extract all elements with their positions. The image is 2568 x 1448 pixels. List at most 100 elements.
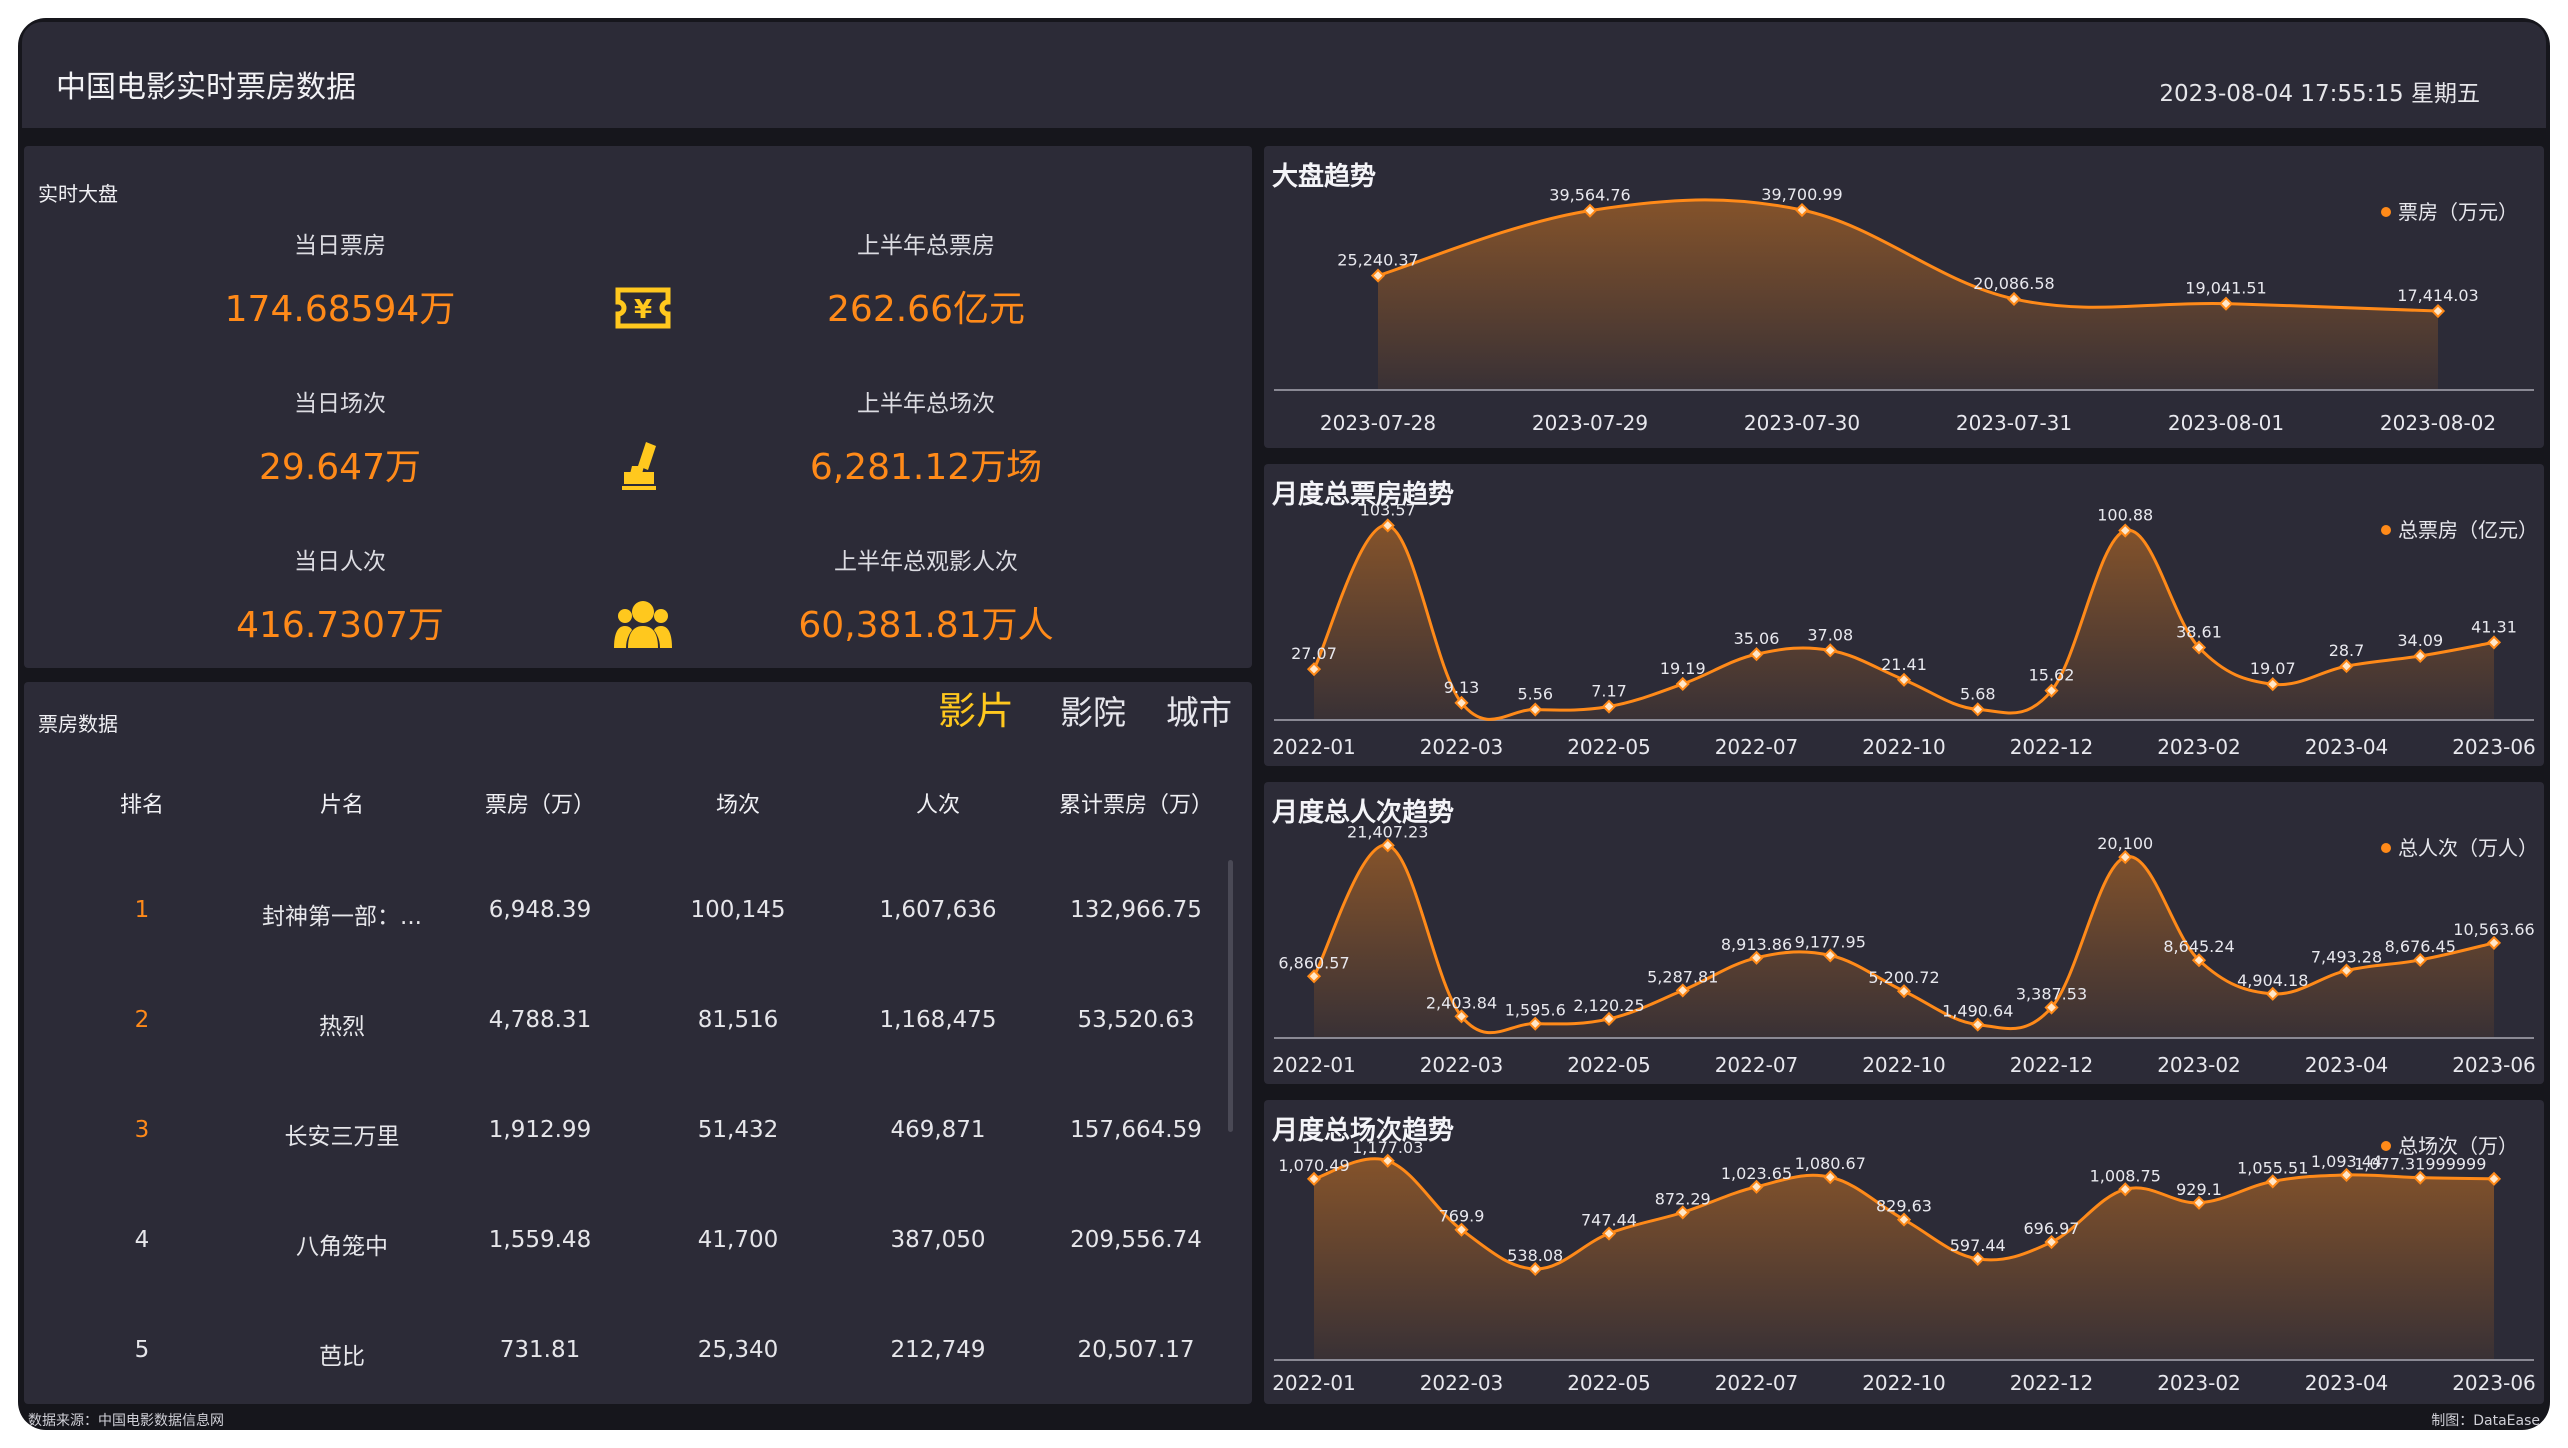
data-point[interactable] [1749, 950, 1764, 965]
kpi-label-daily-audience: 当日人次 [294, 549, 386, 575]
data-point[interactable] [1823, 948, 1838, 963]
data-point[interactable] [2430, 303, 2446, 319]
data-point[interactable] [2118, 523, 2133, 538]
data-label: 38.61 [2176, 622, 2222, 641]
data-point[interactable] [2191, 640, 2207, 655]
data-point[interactable] [1896, 984, 1912, 999]
data-point[interactable] [1823, 643, 1838, 658]
x-tick-label: 2022-01 [1272, 1371, 1356, 1395]
data-point[interactable] [1454, 1009, 1469, 1024]
data-point[interactable] [1528, 1261, 1543, 1277]
data-point[interactable] [1306, 969, 1322, 984]
data-point[interactable] [1675, 983, 1690, 998]
data-point[interactable] [2191, 953, 2207, 968]
data-label: 19.19 [1660, 659, 1706, 678]
data-point[interactable] [2413, 952, 2428, 967]
panel-title: 实时大盘 [38, 182, 118, 206]
data-point[interactable] [1601, 699, 1617, 714]
data-point[interactable] [1306, 662, 1322, 677]
data-point[interactable] [1454, 695, 1469, 710]
data-point[interactable] [1970, 1251, 1985, 1266]
data-point[interactable] [2006, 291, 2022, 307]
cell-cumulative: 132,966.75 [1070, 897, 1202, 923]
column-header-audience[interactable]: 人次 [915, 793, 960, 818]
data-point[interactable] [1601, 1226, 1617, 1241]
x-tick-label: 2023-04 [2305, 735, 2389, 759]
cell-title: 封神第一部：... [262, 904, 422, 930]
data-point[interactable] [1306, 1171, 1322, 1186]
column-header-boxoffice[interactable]: 票房（万） [484, 793, 595, 818]
kpi-value-daily-boxoffice: 174.68594万 [224, 289, 456, 330]
data-point[interactable] [2339, 963, 2354, 978]
x-tick-label: 2023-02 [2157, 735, 2241, 759]
data-point[interactable] [2191, 1195, 2207, 1210]
x-tick-label: 2023-02 [2157, 1053, 2241, 1077]
data-point[interactable] [2118, 1182, 2133, 1197]
column-header-cumulative[interactable]: 累计票房（万） [1058, 793, 1213, 818]
header-bar: 中国电影实时票房数据 2023-08-04 17:55:15 星期五 [22, 22, 2546, 128]
data-point[interactable] [2265, 1174, 2280, 1189]
column-header-shows[interactable]: 场次 [715, 793, 760, 818]
x-tick-label: 2022-05 [1567, 1053, 1651, 1077]
x-tick-label: 2022-07 [1715, 1053, 1799, 1077]
data-point[interactable] [1794, 202, 1810, 218]
cell-shows: 51,432 [697, 1117, 779, 1143]
tab-films[interactable]: 影片 [938, 689, 1015, 733]
data-label: 2,403.84 [1426, 993, 1497, 1012]
data-point[interactable] [1823, 1170, 1838, 1185]
data-label: 7,493.28 [2311, 948, 2382, 967]
data-point[interactable] [1896, 672, 1912, 687]
data-point[interactable] [1528, 1016, 1543, 1031]
data-point[interactable] [1970, 702, 1985, 717]
data-label: 37.08 [1807, 625, 1853, 644]
legend-label[interactable]: 票房（万元） [2398, 200, 2518, 224]
monthly-shows-chart: 1,070.491,177.03 769.9 538.08 747.44 872.29 1… [1272, 1134, 2536, 1395]
data-point[interactable] [2044, 1234, 2059, 1250]
data-point[interactable] [1970, 1017, 1985, 1032]
legend-label[interactable]: 总票房（亿元） [2398, 518, 2538, 542]
data-point[interactable] [1749, 1179, 1764, 1194]
data-point[interactable] [1675, 676, 1690, 692]
data-point[interactable] [2265, 677, 2280, 692]
data-point[interactable] [2413, 648, 2428, 664]
data-point[interactable] [2044, 683, 2059, 698]
data-point[interactable] [2486, 635, 2502, 650]
chart-panel-monthly-audience: 月度总人次趋势 6,860.57 21,407.23 2,403.84 1,595.6… [1264, 782, 2544, 1084]
data-point[interactable] [1454, 1222, 1469, 1237]
kpi-value-daily-shows: 29.647万 [259, 447, 421, 488]
cell-rank: 5 [134, 1337, 150, 1363]
data-point[interactable] [1528, 702, 1543, 717]
data-point[interactable] [1896, 1212, 1912, 1227]
tab-cities[interactable]: 城市 [1166, 693, 1232, 732]
legend-label[interactable]: 总场次（万） [2398, 1134, 2518, 1158]
column-header-rank[interactable]: 排名 [119, 793, 164, 818]
x-tick-label: 2022-01 [1272, 735, 1356, 759]
data-point[interactable] [2218, 296, 2234, 311]
data-point[interactable] [2118, 850, 2133, 865]
data-point[interactable] [2413, 1170, 2428, 1185]
data-point[interactable] [2486, 935, 2502, 950]
data-point[interactable] [2339, 659, 2354, 674]
x-tick-label: 2023-06 [2452, 1053, 2536, 1077]
people-icon [608, 594, 678, 654]
data-point[interactable] [1370, 268, 1386, 283]
data-point[interactable] [1380, 1153, 1395, 1168]
x-tick-label: 2022-03 [1420, 1053, 1504, 1077]
tab-cinemas[interactable]: 影院 [1060, 693, 1126, 732]
data-point[interactable] [2265, 986, 2280, 1001]
legend-label[interactable]: 总人次（万人） [2398, 836, 2538, 860]
x-tick-label: 2023-07-30 [1744, 411, 1860, 435]
monthly-boxoffice-chart: 27.07 103.57 9.13 5.56 7.17 19.19 35.06 37.08 21… [1272, 500, 2538, 759]
data-point[interactable] [1749, 647, 1764, 662]
table-scrollbar[interactable] [1228, 860, 1233, 1132]
data-point[interactable] [1601, 1011, 1617, 1026]
data-point[interactable] [2486, 1171, 2502, 1186]
column-header-title[interactable]: 片名 [319, 793, 364, 818]
data-point[interactable] [1380, 838, 1395, 853]
data-point[interactable] [1675, 1205, 1690, 1220]
data-point[interactable] [1582, 203, 1598, 218]
data-point[interactable] [2339, 1167, 2354, 1183]
data-point[interactable] [1380, 518, 1395, 533]
cell-shows: 25,340 [697, 1337, 779, 1363]
data-point[interactable] [2044, 1000, 2059, 1015]
